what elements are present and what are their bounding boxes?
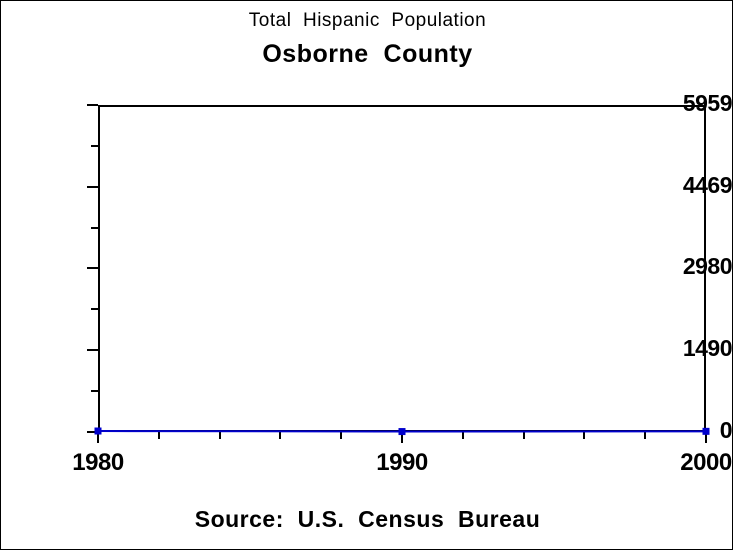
y-axis-tick-label: 4469 — [682, 171, 732, 198]
x-axis-tick-minor — [157, 431, 160, 439]
y-axis-tick-minor — [91, 390, 98, 393]
y-axis-tick-label: 1490 — [682, 335, 732, 362]
y-axis-tick-minor — [91, 144, 98, 147]
x-axis-tick-minor — [644, 431, 647, 439]
x-axis-tick-major — [401, 431, 403, 443]
y-axis-tick-label: 0 — [719, 417, 732, 443]
x-axis-tick-label: 2000 — [680, 449, 732, 476]
x-axis-tick-minor — [522, 431, 525, 439]
x-axis-tick-major — [705, 431, 707, 443]
x-axis-tick-label: 1990 — [376, 449, 428, 476]
y-axis-tick-label: 5959 — [682, 90, 732, 116]
chart-footnote: Source: U.S. Census Bureau — [194, 506, 541, 532]
y-axis-tick-major — [87, 185, 98, 188]
x-axis-tick-minor — [461, 431, 464, 439]
x-axis-tick-major — [97, 431, 99, 443]
y-axis-tick-minor — [91, 308, 98, 311]
y-axis-tick-major — [87, 349, 98, 352]
chart-title-block: Total Hispanic Population Osborne County — [1, 9, 732, 71]
y-axis-tick-minor — [91, 226, 98, 229]
y-axis-tick-major — [87, 267, 98, 270]
y-axis-tick-major — [87, 431, 98, 433]
plot-area-frame — [98, 105, 706, 432]
chart-subtitle: Osborne County — [262, 40, 473, 68]
x-axis-tick-label: 1980 — [72, 449, 124, 476]
x-axis-tick-minor — [583, 431, 586, 439]
x-axis-tick-minor — [218, 431, 221, 439]
y-axis-tick-label: 2980 — [682, 253, 732, 280]
page-title: Total Hispanic Population — [248, 10, 487, 31]
y-axis-tick-major — [87, 104, 98, 106]
x-axis-tick-minor — [340, 431, 343, 439]
x-axis-tick-minor — [279, 431, 282, 439]
